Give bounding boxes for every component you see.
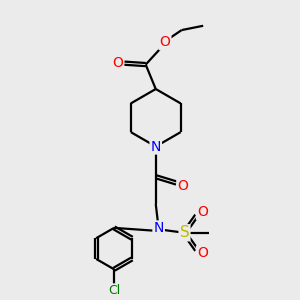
Text: Cl: Cl — [108, 284, 120, 297]
Text: S: S — [180, 225, 189, 240]
Text: N: N — [153, 221, 164, 236]
Text: O: O — [197, 205, 208, 219]
Text: N: N — [151, 140, 161, 154]
Text: O: O — [160, 35, 170, 49]
Text: O: O — [112, 56, 123, 70]
Text: O: O — [177, 179, 188, 193]
Text: O: O — [197, 247, 208, 260]
